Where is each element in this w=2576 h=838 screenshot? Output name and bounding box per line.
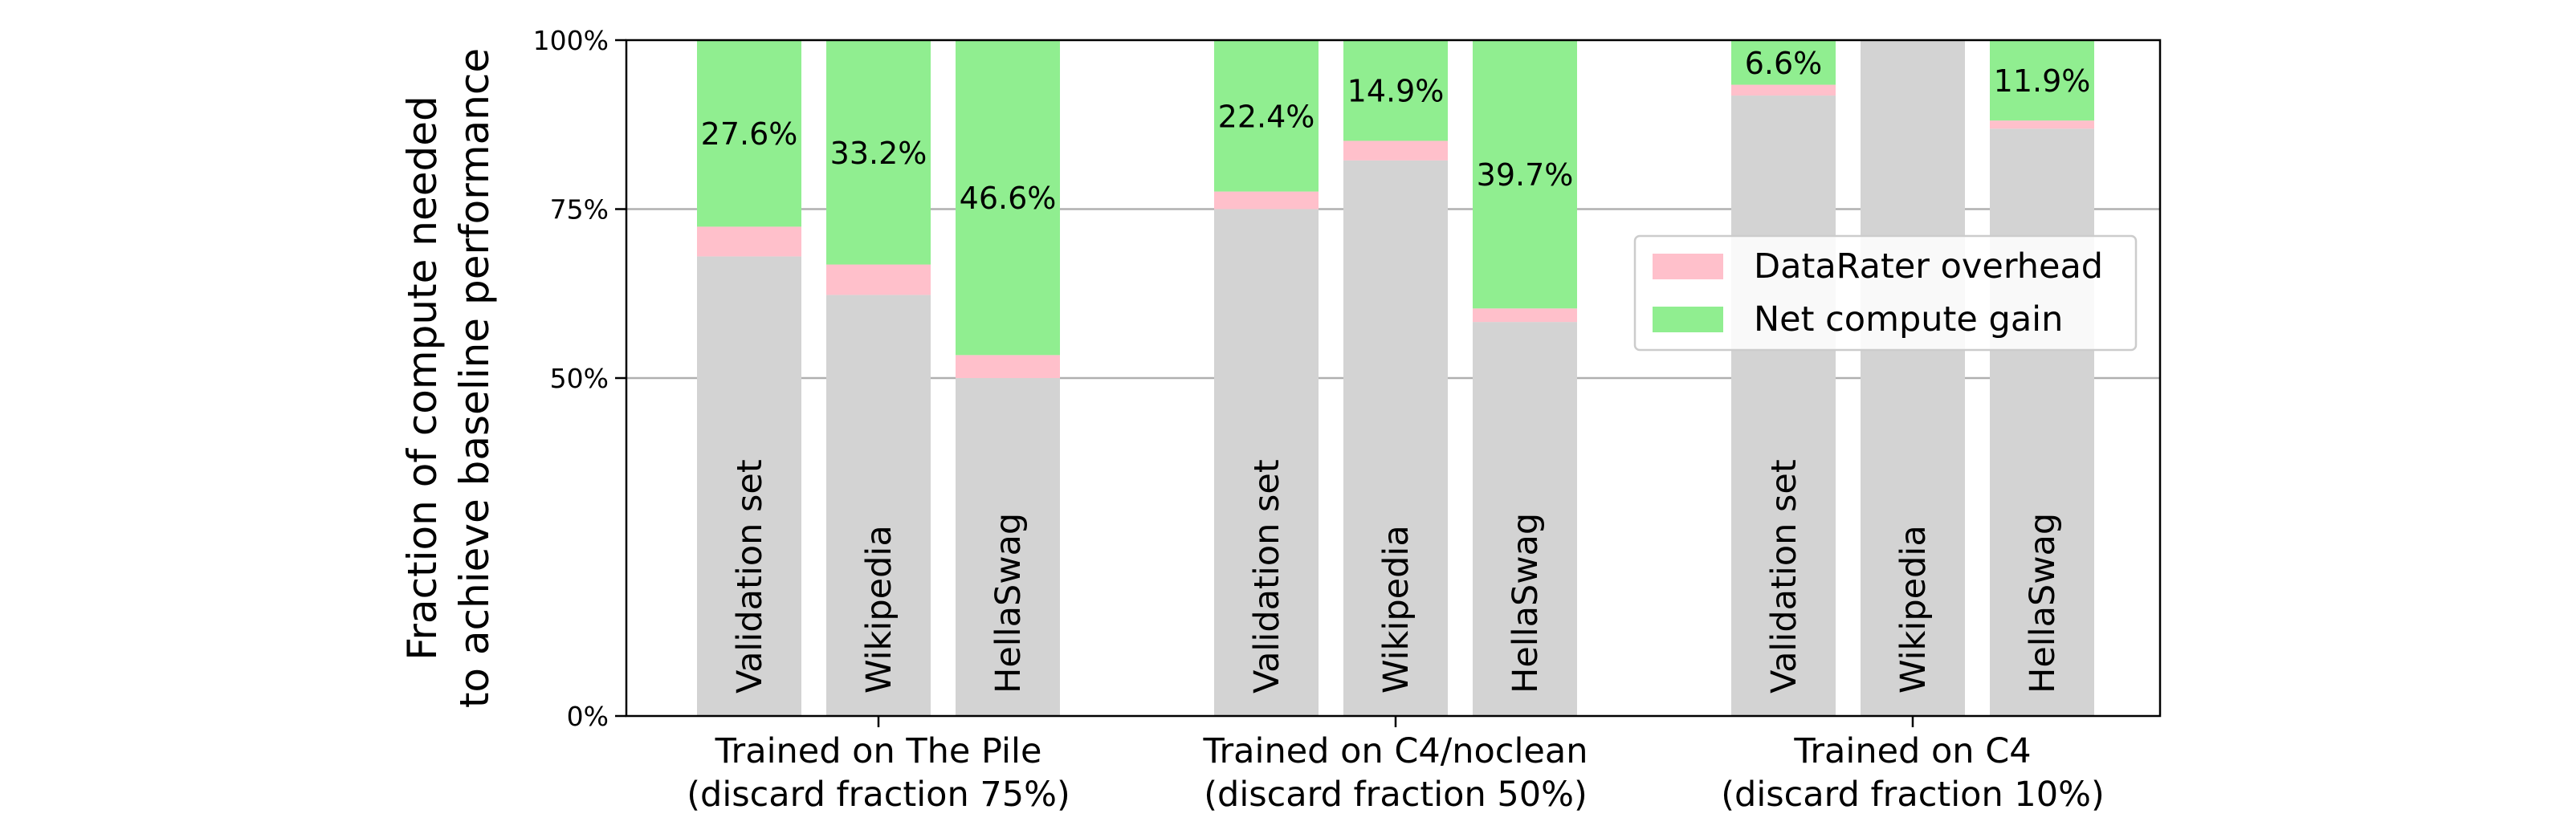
- gain-value-label: 11.9%: [1994, 63, 2091, 99]
- group-label: Trained on The Pile: [715, 731, 1042, 771]
- bar-net-compute-gain: [1731, 40, 1836, 85]
- bar-datarater-overhead: [956, 355, 1060, 378]
- bar-name-label: Wikipedia: [859, 525, 899, 694]
- bar-net-compute-gain: [1990, 40, 2094, 121]
- bar-datarater-overhead: [1473, 308, 1577, 323]
- bar-datarater-overhead: [1343, 140, 1448, 161]
- group-label: (discard fraction 75%): [687, 775, 1070, 815]
- gain-value-label: 6.6%: [1745, 46, 1823, 81]
- y-tick-label: 50%: [550, 363, 609, 394]
- bar-datarater-overhead: [1731, 84, 1836, 96]
- y-tick-label: 100%: [533, 25, 609, 56]
- legend-entry-label: DataRater overhead: [1754, 246, 2103, 287]
- bar-datarater-overhead: [826, 264, 931, 295]
- gain-value-label: 22.4%: [1218, 99, 1315, 134]
- bar-baseline-compute: [826, 295, 931, 717]
- bar-baseline-compute: [1731, 96, 1836, 716]
- bar-baseline-compute: [1214, 209, 1319, 716]
- bar-datarater-overhead: [697, 226, 801, 257]
- bar-name-label: Wikipedia: [1376, 525, 1416, 694]
- group-label: Trained on C4: [1793, 731, 2031, 771]
- bar-name-label: Validation set: [1247, 459, 1287, 694]
- y-axis-label: to achieve baseline performance: [451, 48, 498, 708]
- legend-box: [1633, 234, 2138, 352]
- gain-value-label: 39.7%: [1477, 157, 1574, 193]
- gain-value-label: 33.2%: [830, 136, 927, 171]
- bar-labels: 27.6% Validation set 33.2% Wikipedia 46.6% He…: [701, 46, 2091, 694]
- legend: DataRater overhead Net compute gain: [1633, 234, 2138, 352]
- bar-net-compute-gain: [1214, 40, 1319, 192]
- bar-datarater-overhead: [1990, 120, 2094, 129]
- bar-net-compute-gain: [826, 40, 931, 265]
- bar-net-compute-gain: [1473, 40, 1577, 309]
- bar-name-label: HellaSwag: [988, 513, 1029, 694]
- bar-name-label: HellaSwag: [2023, 513, 2063, 694]
- bar-datarater-overhead: [1214, 191, 1319, 210]
- legend-swatch: [1653, 307, 1723, 332]
- y-tick-label: 0%: [567, 701, 609, 732]
- axes: 0% 50% 75% 100% Fraction of compute needed to…: [399, 25, 2105, 815]
- legend-swatch: [1653, 254, 1723, 279]
- gain-value-label: 14.9%: [1347, 74, 1445, 109]
- group-label: Trained on C4/noclean: [1203, 731, 1588, 771]
- bar-name-label: HellaSwag: [1506, 513, 1546, 694]
- bar-name-label: Validation set: [730, 459, 770, 694]
- bar-baseline-compute: [1861, 40, 1965, 716]
- group-label: (discard fraction 50%): [1204, 775, 1588, 815]
- bar-baseline-compute: [956, 378, 1060, 716]
- bar-net-compute-gain: [1343, 40, 1448, 141]
- bars: [697, 40, 2094, 717]
- bar-baseline-compute: [1473, 322, 1577, 716]
- bar-net-compute-gain: [956, 40, 1060, 356]
- legend-entry-label: Net compute gain: [1754, 299, 2063, 340]
- bar-baseline-compute: [1990, 128, 2094, 716]
- bar-baseline-compute: [697, 256, 801, 716]
- gain-value-label: 46.6%: [960, 181, 1057, 216]
- bar-name-label: Wikipedia: [1893, 525, 1934, 694]
- y-axis-label: Fraction of compute needed: [399, 96, 446, 661]
- group-label: (discard fraction 10%): [1721, 775, 2105, 815]
- bar-baseline-compute: [1343, 160, 1448, 717]
- gain-value-label: 27.6%: [701, 116, 798, 152]
- bar-name-label: Validation set: [1764, 459, 1804, 694]
- bar-net-compute-gain: [697, 40, 801, 227]
- y-tick-label: 75%: [550, 194, 609, 226]
